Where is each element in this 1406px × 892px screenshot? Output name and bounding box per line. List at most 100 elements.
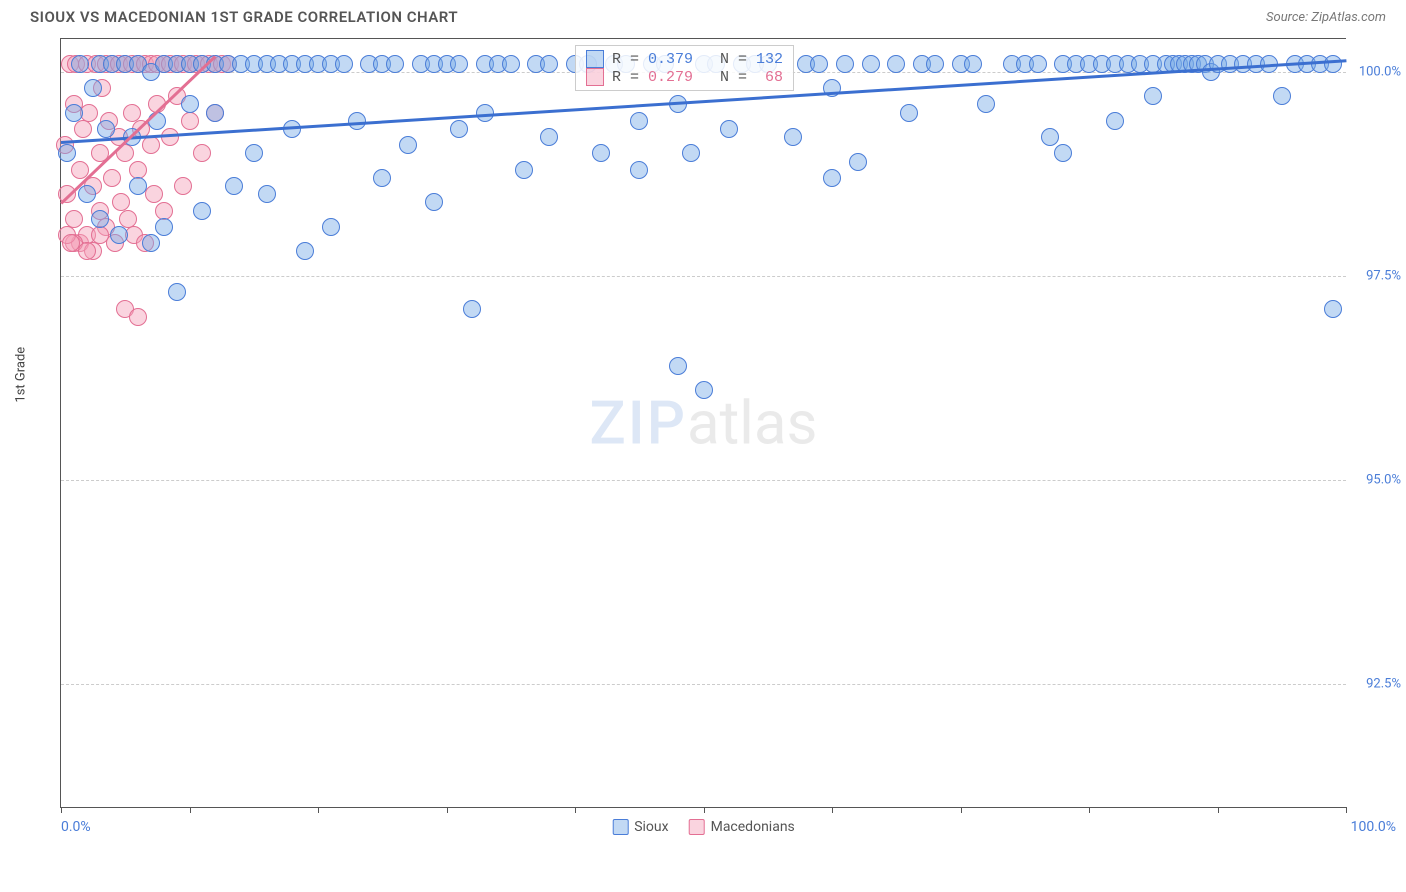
x-axis-max-label: 100.0% [1351,819,1396,835]
data-point-sioux [540,128,558,146]
x-tick [1089,807,1090,813]
data-point-macedonians [193,144,211,162]
chart-plot-area: 1st Grade 92.5%95.0%97.5%100.0% ZIPatlas… [60,38,1346,808]
stats-text: R = 0.379 N = 132 [612,51,783,68]
data-point-sioux [964,55,982,73]
gridline [61,480,1346,481]
data-point-sioux [849,153,867,171]
x-tick [447,807,448,813]
data-point-sioux [926,55,944,73]
legend-item-sioux: Sioux [612,819,668,835]
data-point-sioux [78,185,96,203]
data-point-sioux [129,177,147,195]
data-point-macedonians [80,104,98,122]
data-point-sioux [1041,128,1059,146]
data-point-sioux [1324,300,1342,318]
data-point-sioux [463,300,481,318]
gridline [61,276,1346,277]
data-point-sioux [502,55,520,73]
stats-row-macedonians: R = 0.279 N = 68 [586,68,783,86]
stats-row-sioux: R = 0.379 N = 132 [586,50,783,68]
y-tick-label: 97.5% [1366,268,1401,283]
x-tick [575,807,576,813]
legend-swatch-icon [689,819,705,835]
x-tick [318,807,319,813]
data-point-sioux [71,55,89,73]
data-point-macedonians [155,202,173,220]
data-point-sioux [450,55,468,73]
data-point-sioux [862,55,880,73]
legend-item-macedonians: Macedonians [689,819,795,835]
data-point-macedonians [78,242,96,260]
data-point-sioux [1029,55,1047,73]
data-point-macedonians [142,136,160,154]
data-point-sioux [399,136,417,154]
y-tick-label: 100.0% [1359,64,1401,79]
data-point-sioux [91,210,109,228]
x-axis-min-label: 0.0% [61,819,91,835]
x-tick [61,807,62,813]
data-point-sioux [225,177,243,195]
data-point-sioux [386,55,404,73]
data-point-sioux [181,95,199,113]
data-point-sioux [900,104,918,122]
data-point-macedonians [119,210,137,228]
data-point-sioux [373,169,391,187]
data-point-sioux [206,104,224,122]
data-point-sioux [1144,87,1162,105]
data-point-sioux [84,79,102,97]
y-axis-label: 1st Grade [14,347,29,403]
data-point-sioux [1106,112,1124,130]
x-tick [190,807,191,813]
source-label: Source: ZipAtlas.com [1266,10,1386,25]
data-point-sioux [1273,87,1291,105]
correlation-stats-box: R = 0.379 N = 132R = 0.279 N = 68 [575,45,794,91]
data-point-sioux [682,144,700,162]
data-point-sioux [592,144,610,162]
data-point-sioux [97,120,115,138]
data-point-sioux [348,112,366,130]
data-point-sioux [720,120,738,138]
data-point-macedonians [91,226,109,244]
stats-swatch-icon [586,68,604,86]
data-point-sioux [784,128,802,146]
stats-text: R = 0.279 N = 68 [612,69,783,86]
data-point-sioux [245,144,263,162]
stats-swatch-icon [586,50,604,68]
data-point-macedonians [65,210,83,228]
data-point-sioux [142,234,160,252]
data-point-sioux [450,120,468,138]
data-point-sioux [58,144,76,162]
data-point-sioux [65,104,83,122]
legend-swatch-icon [612,819,628,835]
x-tick [1218,807,1219,813]
data-point-sioux [887,55,905,73]
data-point-sioux [168,283,186,301]
data-point-sioux [425,193,443,211]
legend-label: Sioux [634,819,668,835]
data-point-sioux [258,185,276,203]
data-point-macedonians [145,185,163,203]
legend: Sioux Macedonians [612,819,795,835]
data-point-sioux [515,161,533,179]
data-point-sioux [810,55,828,73]
data-point-sioux [110,226,128,244]
data-point-macedonians [103,169,121,187]
data-point-macedonians [129,161,147,179]
data-point-sioux [335,55,353,73]
data-point-sioux [836,55,854,73]
data-point-macedonians [181,112,199,130]
x-tick [832,807,833,813]
data-point-sioux [977,95,995,113]
x-tick [704,807,705,813]
data-point-macedonians [161,128,179,146]
data-point-sioux [540,55,558,73]
data-point-sioux [695,381,713,399]
data-point-sioux [155,218,173,236]
data-point-sioux [476,104,494,122]
data-point-sioux [1054,144,1072,162]
data-point-sioux [630,161,648,179]
y-tick-label: 92.5% [1366,677,1401,692]
data-point-sioux [630,112,648,130]
data-point-macedonians [62,234,80,252]
